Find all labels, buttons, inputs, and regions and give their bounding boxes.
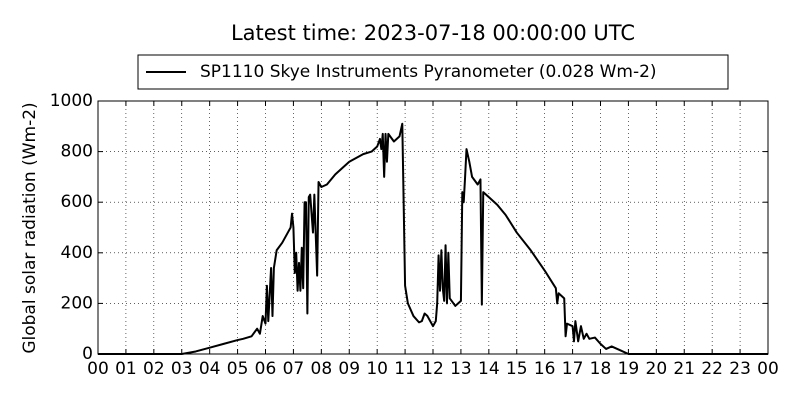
y-tick-label: 0 [82,344,93,364]
x-tick-label: 15 [506,359,528,379]
x-tick-label: 06 [255,359,277,379]
x-tick-label: 20 [646,359,668,379]
x-tick-label: 08 [311,359,333,379]
data-line [98,122,768,355]
x-tick-label: 16 [534,359,556,379]
x-tick-label: 21 [673,359,695,379]
y-tick-label: 200 [61,293,93,313]
y-axis-label: Global solar radiation (Wm-2) [20,102,40,353]
legend-box [137,54,729,90]
x-tick-label: 13 [450,359,472,379]
x-tick-label: 05 [227,359,249,379]
x-tick-label: 14 [478,359,500,379]
x-tick-label: 10 [366,359,388,379]
chart-title: Latest time: 2023-07-18 00:00:00 UTC [231,21,635,45]
y-tick-label: 1000 [50,91,93,111]
plot-frame [97,100,769,355]
x-tick-label: 18 [590,359,612,379]
x-tick-label: 00 [87,359,109,379]
x-tick-label: 19 [618,359,640,379]
x-tick-label: 11 [394,359,416,379]
legend-label: SP1110 Skye Instruments Pyranometer (0.0… [200,62,657,82]
x-tick-label: 07 [283,359,305,379]
x-tick-label: 12 [422,359,444,379]
x-tick-label: 04 [199,359,221,379]
x-tick-label: 22 [701,359,723,379]
y-tick-label: 800 [61,142,93,162]
y-tick-label: 600 [61,192,93,212]
x-tick-label: 23 [729,359,751,379]
x-tick-label: 00 [757,359,779,379]
x-tick-label: 01 [115,359,137,379]
x-tick-label: 03 [171,359,193,379]
x-tick-label: 09 [338,359,360,379]
x-tick-label: 17 [562,359,584,379]
y-tick-label: 400 [61,243,93,263]
x-tick-label: 02 [143,359,165,379]
